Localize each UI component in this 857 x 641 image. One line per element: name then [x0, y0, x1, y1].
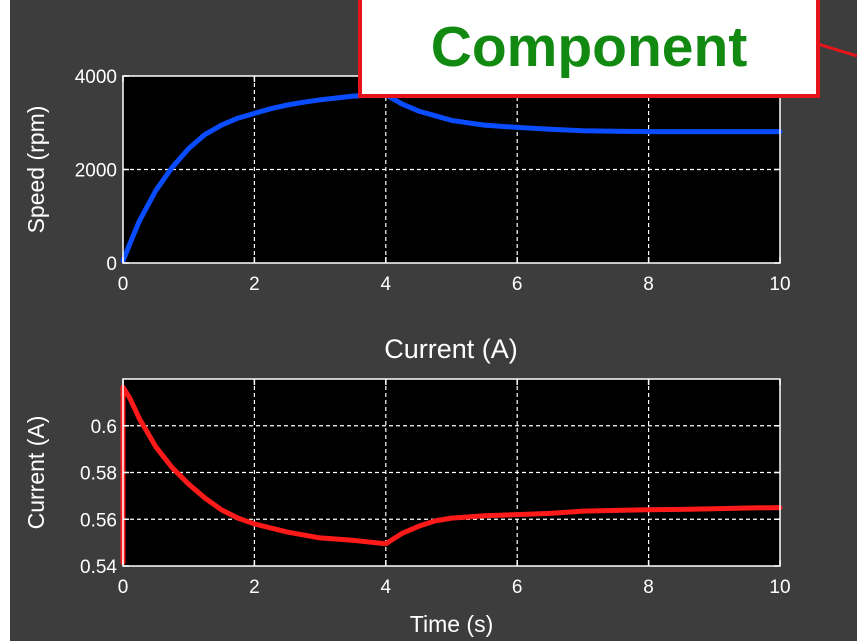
- y-tick-label: 0.54: [80, 557, 117, 578]
- x-tick-label: 0: [118, 577, 129, 598]
- callout-text: Component: [430, 15, 748, 79]
- x-tick-label: 6: [512, 577, 523, 598]
- x-tick-label: 2: [249, 577, 260, 598]
- callout-arrow-line: [818, 42, 857, 58]
- x-tick-label: 0: [118, 274, 129, 295]
- x-tick-label: 4: [381, 274, 392, 295]
- x-tick-label: 10: [769, 577, 790, 598]
- x-tick-label: 4: [381, 577, 392, 598]
- y-tick-label: 0: [106, 254, 117, 275]
- current-chart: 0 2 4 6 8 10 0.54 0.56 0.58 0.6 Current (A) Current…: [23, 334, 791, 637]
- y-tick-label: 0.58: [80, 464, 117, 485]
- y-tick-label: 0.6: [91, 417, 117, 438]
- y-tick-label: 2000: [75, 161, 117, 182]
- series-line: [120, 384, 783, 565]
- x-tick-label: 6: [512, 274, 523, 295]
- y-axis-label: Current (A): [23, 416, 49, 530]
- speed-chart: 0246810020004000SSpeed (rpm): [23, 26, 791, 295]
- y-tick-label: 0.56: [80, 510, 117, 531]
- component-callout: Component: [358, 0, 820, 98]
- x-tick-label: 8: [643, 577, 654, 598]
- y-tick-label: 4000: [75, 67, 117, 88]
- y-axis-label: Speed (rpm): [23, 106, 49, 234]
- x-axis-label: Time (s): [410, 611, 493, 637]
- x-tick-label: 2: [249, 274, 260, 295]
- chart-title: Current (A): [384, 334, 518, 364]
- x-tick-label: 10: [769, 274, 790, 295]
- x-tick-label: 8: [643, 274, 654, 295]
